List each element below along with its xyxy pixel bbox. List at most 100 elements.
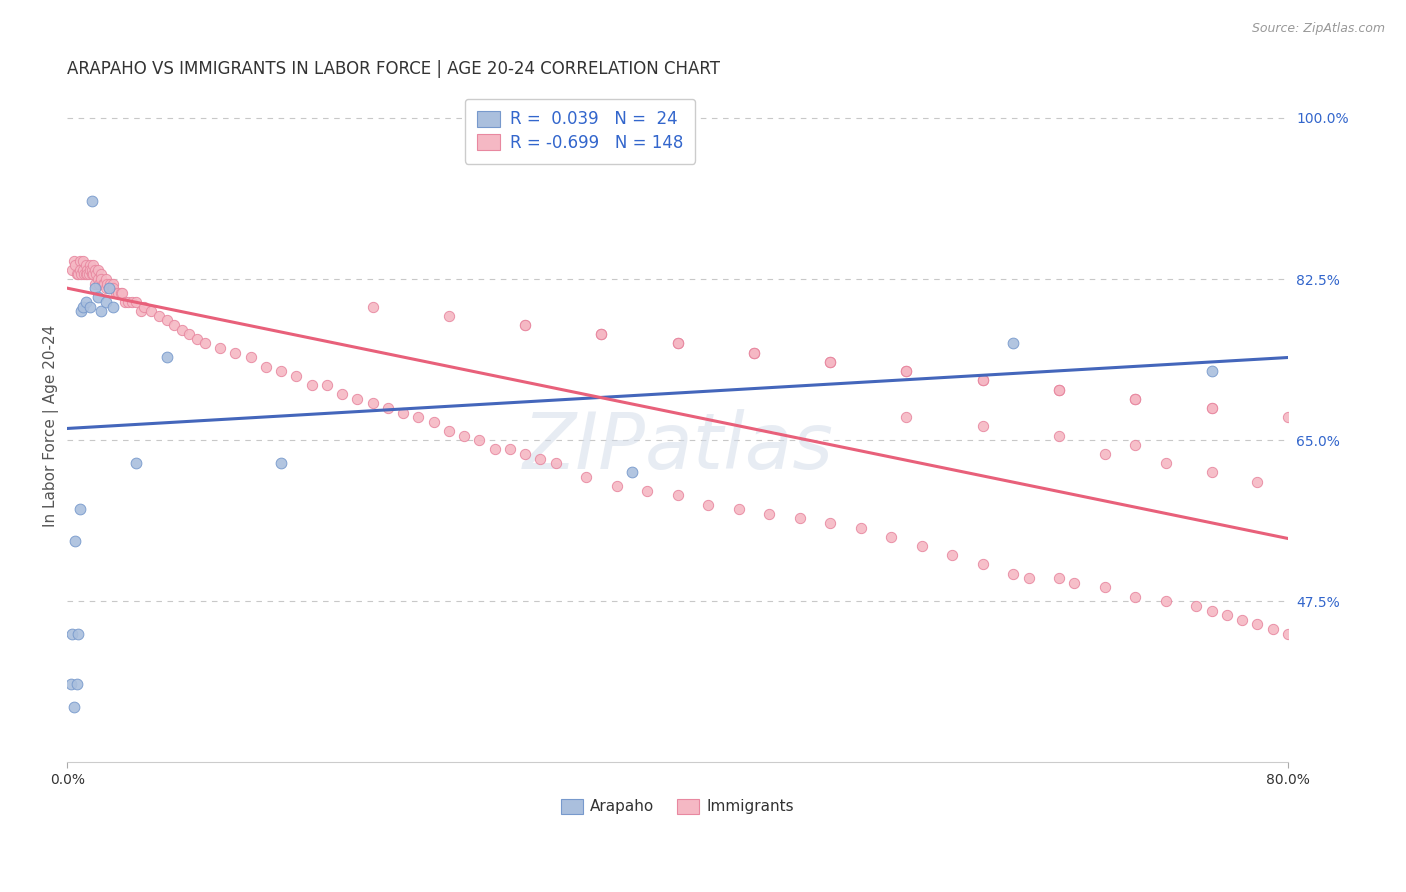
- Point: [972, 558, 994, 572]
- Point: [896, 364, 918, 378]
- Point: [72, 262, 94, 277]
- Point: [1094, 447, 1116, 461]
- Point: [110, 285, 132, 300]
- Point: [132, 300, 155, 314]
- Point: [1123, 392, 1146, 406]
- Point: [97, 281, 120, 295]
- Point: [103, 281, 125, 295]
- Point: [156, 351, 179, 365]
- Point: [575, 470, 598, 484]
- Point: [179, 327, 201, 342]
- Point: [941, 548, 963, 562]
- Point: [727, 502, 749, 516]
- Point: [911, 539, 934, 553]
- Point: [84, 281, 107, 295]
- Point: [818, 355, 841, 369]
- Point: [818, 516, 841, 530]
- Point: [94, 295, 117, 310]
- Point: [620, 466, 643, 480]
- Point: [666, 488, 689, 502]
- Point: [789, 511, 811, 525]
- Point: [80, 268, 103, 282]
- Point: [1018, 571, 1040, 585]
- Point: [896, 364, 918, 378]
- Point: [484, 442, 506, 457]
- Point: [1094, 581, 1116, 595]
- Point: [1277, 626, 1299, 640]
- Point: [91, 277, 114, 291]
- Point: [1123, 392, 1146, 406]
- Point: [972, 419, 994, 434]
- Point: [1123, 438, 1146, 452]
- Point: [254, 359, 277, 374]
- Point: [125, 295, 148, 310]
- Point: [100, 281, 122, 295]
- Point: [75, 295, 97, 310]
- Point: [94, 281, 117, 295]
- Point: [103, 277, 125, 291]
- Point: [1123, 590, 1146, 604]
- Point: [75, 268, 97, 282]
- Point: [1216, 608, 1239, 623]
- Point: [65, 677, 87, 691]
- Point: [80, 262, 103, 277]
- Point: [1154, 594, 1177, 608]
- Point: [818, 355, 841, 369]
- Point: [84, 262, 107, 277]
- Point: [87, 272, 110, 286]
- Point: [666, 336, 689, 351]
- Point: [69, 262, 91, 277]
- Point: [422, 415, 444, 429]
- Point: [65, 268, 87, 282]
- Point: [666, 336, 689, 351]
- Point: [79, 262, 101, 277]
- Point: [972, 373, 994, 387]
- Point: [1246, 475, 1268, 489]
- Point: [301, 378, 323, 392]
- Point: [72, 300, 94, 314]
- Point: [1047, 383, 1070, 397]
- Point: [270, 456, 292, 470]
- Point: [880, 530, 903, 544]
- Y-axis label: In Labor Force | Age 20-24: In Labor Force | Age 20-24: [44, 326, 59, 527]
- Point: [270, 364, 292, 378]
- Point: [87, 290, 110, 304]
- Point: [82, 258, 104, 272]
- Point: [499, 442, 522, 457]
- Point: [76, 262, 98, 277]
- Point: [1047, 571, 1070, 585]
- Point: [76, 268, 98, 282]
- Point: [107, 285, 129, 300]
- Point: [742, 345, 765, 359]
- Point: [1047, 383, 1070, 397]
- Point: [84, 277, 107, 291]
- Point: [186, 332, 208, 346]
- Point: [89, 277, 111, 291]
- Point: [117, 295, 139, 310]
- Point: [1230, 613, 1253, 627]
- Text: ZIPatlas: ZIPatlas: [522, 409, 834, 484]
- Point: [392, 405, 415, 419]
- Point: [114, 295, 136, 310]
- Point: [70, 304, 93, 318]
- Point: [742, 345, 765, 359]
- Point: [90, 304, 112, 318]
- Legend: Arapaho, Immigrants: Arapaho, Immigrants: [554, 791, 801, 822]
- Point: [82, 268, 104, 282]
- Point: [79, 300, 101, 314]
- Point: [408, 410, 430, 425]
- Point: [1185, 599, 1208, 613]
- Point: [1201, 466, 1223, 480]
- Point: [141, 304, 163, 318]
- Point: [70, 268, 93, 282]
- Point: [98, 277, 121, 291]
- Point: [636, 483, 658, 498]
- Point: [361, 396, 384, 410]
- Point: [105, 285, 128, 300]
- Point: [80, 194, 103, 208]
- Point: [315, 378, 337, 392]
- Point: [972, 373, 994, 387]
- Point: [60, 262, 83, 277]
- Point: [1002, 336, 1025, 351]
- Point: [1201, 401, 1223, 415]
